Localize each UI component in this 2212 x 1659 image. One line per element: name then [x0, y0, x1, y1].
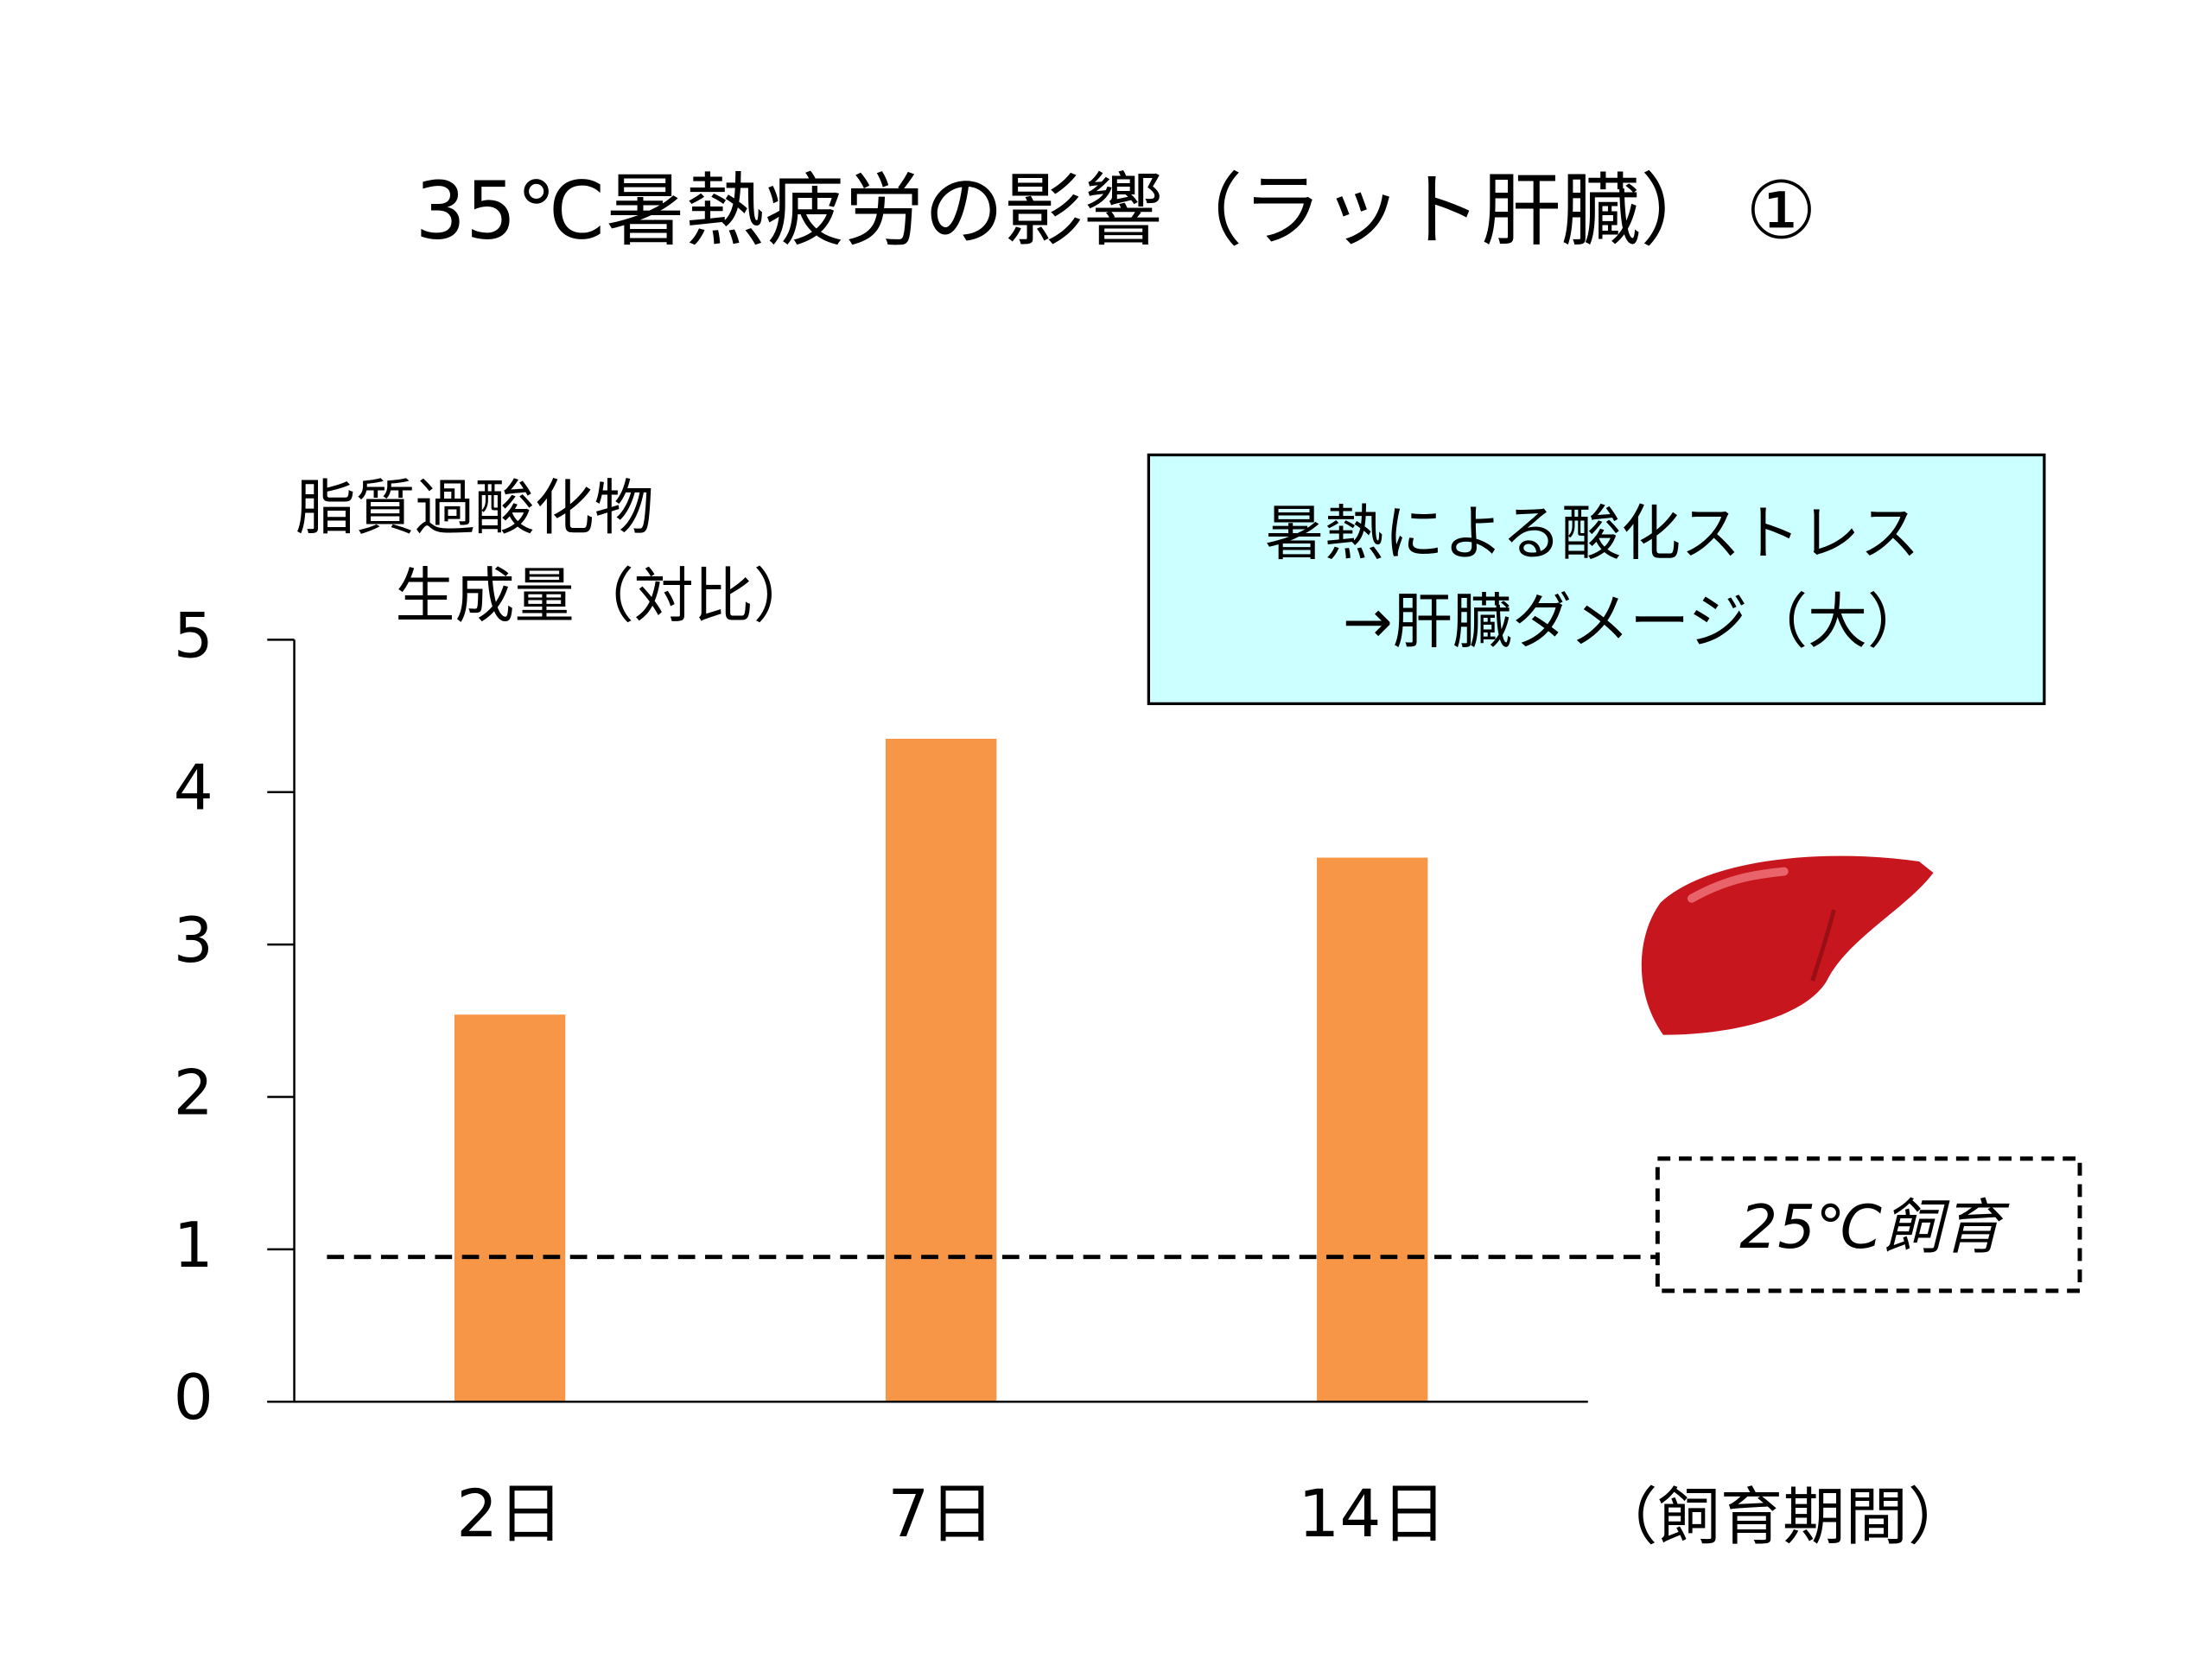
x-axis-label: （飼育期間） — [1595, 1481, 1970, 1554]
y-tick-label: 5 — [174, 600, 213, 672]
annotation-box — [1147, 453, 2046, 706]
x-tick-label: 14日 — [1298, 1476, 1446, 1552]
annotation: →肝臓ダメージ（大） — [1343, 588, 1927, 657]
reference-label: 25℃飼育 — [1739, 1193, 2010, 1262]
y-tick-label: 0 — [174, 1362, 213, 1434]
y-tick-label: 1 — [174, 1210, 213, 1282]
x-tick-label: 7日 — [887, 1476, 995, 1552]
liver-icon — [1641, 855, 1934, 1035]
bar — [885, 739, 997, 1402]
annotation: 暑熱による酸化ストレス — [1265, 499, 1920, 569]
y-axis-label: 脂質過酸化物 — [296, 474, 654, 543]
reference-box — [1655, 1156, 2082, 1294]
y-tick-label: 3 — [174, 905, 213, 977]
y-tick-label: 4 — [174, 753, 213, 825]
y-axis-label: 生成量（対比） — [395, 562, 813, 631]
y-tick-label: 2 — [174, 1057, 213, 1129]
bar — [454, 1014, 566, 1402]
chart-title: 35℃暑熱疲労の影響（ラット肝臓） ① — [415, 163, 1816, 257]
bar — [1317, 857, 1428, 1402]
x-tick-label: 2日 — [456, 1476, 563, 1552]
